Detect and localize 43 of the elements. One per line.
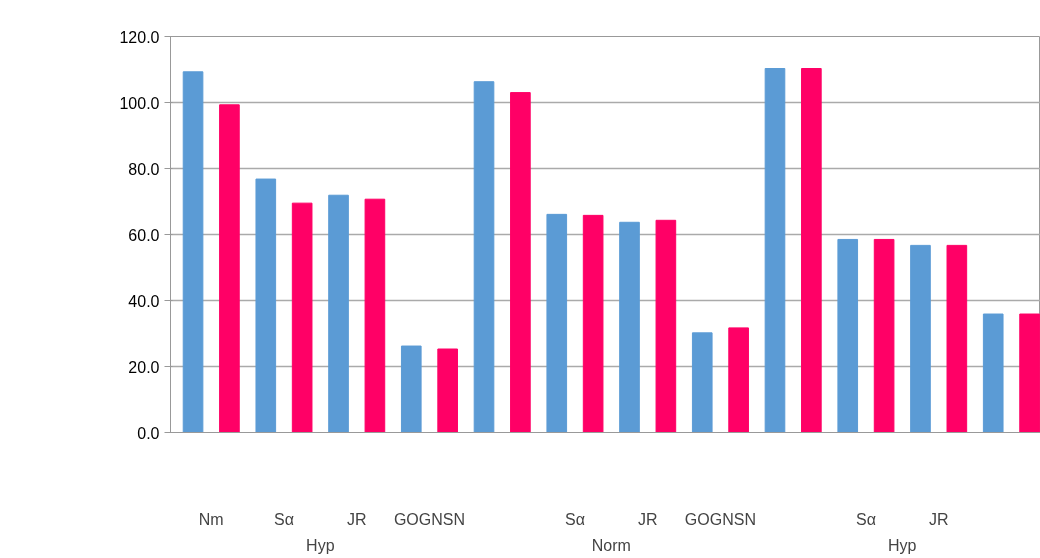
y-tick-label: 20.0 (128, 358, 160, 376)
y-tick-label: 60.0 (128, 226, 160, 244)
text: Norm (591, 536, 631, 554)
x-tick-label: GOGNSN (393, 510, 466, 528)
bar (182, 71, 204, 433)
bar (255, 178, 277, 433)
y-tick-label: 80.0 (128, 160, 160, 178)
x-tick-label: JR (928, 510, 949, 528)
bar (837, 238, 859, 433)
text: Hyp (306, 536, 335, 554)
bar (691, 332, 713, 433)
bar (400, 345, 422, 433)
bar (982, 313, 1004, 433)
bar (619, 221, 640, 433)
bar (946, 244, 968, 433)
bar (291, 202, 313, 433)
x-tick-label: JR (637, 510, 658, 528)
bar (655, 219, 677, 433)
bar (510, 92, 531, 433)
bar (473, 81, 495, 433)
x-tick-label: Sα (564, 510, 585, 528)
x-tick-label: Sα (274, 510, 294, 528)
bar (873, 238, 895, 433)
y-tick-label: 100.0 (119, 94, 160, 112)
bar (910, 244, 931, 433)
x-tick-label: Sα (855, 510, 876, 528)
y-tick-label: 0.0 (137, 424, 160, 442)
bar (437, 348, 458, 433)
x-tick-label: JR (346, 510, 367, 528)
bar (764, 68, 786, 433)
y-tick-label: 120.0 (119, 28, 160, 46)
bar (546, 213, 568, 433)
bar (219, 104, 240, 433)
bar (364, 198, 386, 433)
bar (728, 327, 749, 433)
x-tick-label: GOGNSN (684, 510, 756, 528)
bar (1019, 313, 1040, 433)
text: Hyp (888, 536, 917, 554)
bar (801, 68, 822, 433)
bar (582, 214, 604, 433)
bar (328, 194, 349, 433)
x-tick-label: Nm (198, 510, 224, 528)
y-tick-label: 40.0 (128, 292, 160, 310)
